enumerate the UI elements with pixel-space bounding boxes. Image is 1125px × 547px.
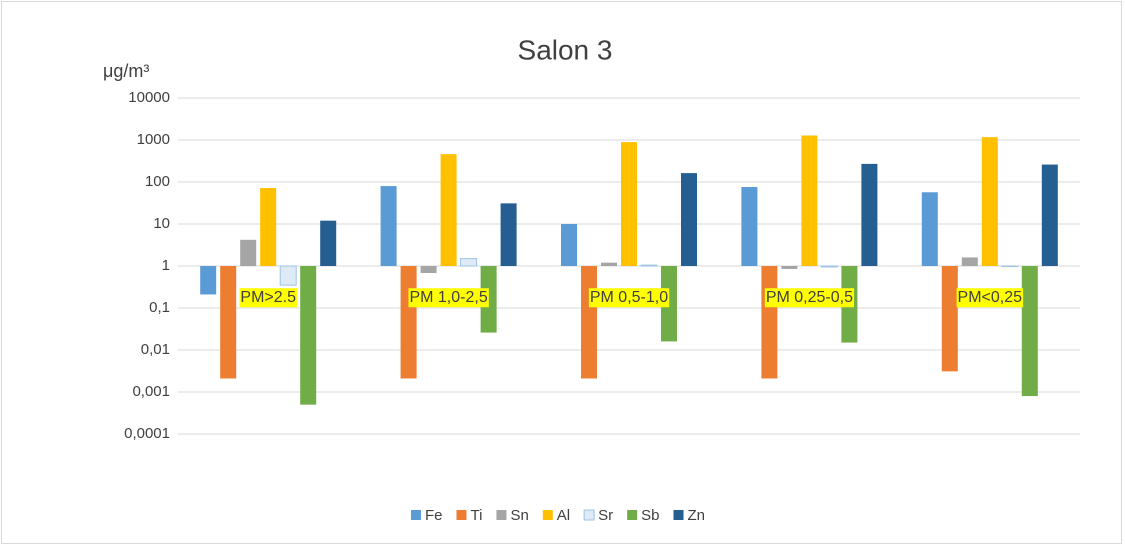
legend-label: Sr [598,507,613,524]
bar [761,266,778,379]
y-tick-label: 10000 [128,89,170,106]
y-tick-label: 0,01 [141,341,170,358]
y-tick-label: 10 [153,215,170,232]
bar [1041,164,1058,266]
bar [440,154,457,266]
bar [621,142,637,266]
y-tick-label: 0,001 [132,383,170,400]
y-tick-label: 0,1 [149,299,170,316]
bar [300,266,317,405]
category-label-bg [239,288,298,308]
x-tick-label: PM 1,0-2,5 [409,289,487,306]
legend-swatch [583,509,595,521]
bar [220,266,237,379]
bar [601,262,617,266]
bar [961,257,978,266]
bar [1001,265,1019,268]
bar [781,266,798,269]
legend-label: Sb [641,507,659,524]
bar [460,258,478,267]
bar [941,266,958,372]
bar [640,264,658,267]
bar [820,265,838,268]
bar [260,187,277,266]
bar [981,137,998,266]
x-tick-label: PM 0,5-1,0 [590,289,668,306]
legend-swatch [456,510,467,520]
category-label-bg [764,288,855,308]
x-tick-label: PM<0,25 [958,289,1023,306]
x-tick-label: PM>2.5 [240,289,296,306]
x-tick-label: PM 0,25-0,5 [766,289,853,306]
legend-swatch [410,510,421,520]
bar [500,203,517,266]
y-tick-label: 1 [162,257,170,274]
legend-swatch [496,510,507,520]
bar [921,192,938,266]
y-tick-label: 1000 [137,131,170,148]
bar [561,224,577,266]
category-label-bg [408,288,489,308]
bar [581,266,597,379]
chart-title: Salon 3 [518,34,613,65]
bar [420,266,437,274]
bar [801,135,818,266]
legend-label: Fe [425,507,443,524]
legend-swatch [673,510,684,520]
bar [861,163,878,266]
legend-label: Sn [510,507,528,524]
y-tick-label: 100 [145,173,170,190]
bar [320,220,337,266]
bar [380,186,397,266]
bar [240,239,257,266]
legend-label: Ti [470,507,482,524]
y-tick-label: 0,0001 [124,425,170,442]
y-axis-label: μg/m³ [103,61,149,81]
category-label-bg [588,288,670,308]
bar [200,266,217,295]
legend-label: Al [557,507,570,524]
legend-swatch [542,510,553,520]
bar [400,266,417,379]
bar [279,265,297,286]
bar [681,173,697,266]
bar [741,187,758,266]
legend-label: Zn [688,507,706,524]
category-label-bg [956,288,1024,308]
legend-swatch [627,510,638,520]
bar [1021,266,1038,397]
